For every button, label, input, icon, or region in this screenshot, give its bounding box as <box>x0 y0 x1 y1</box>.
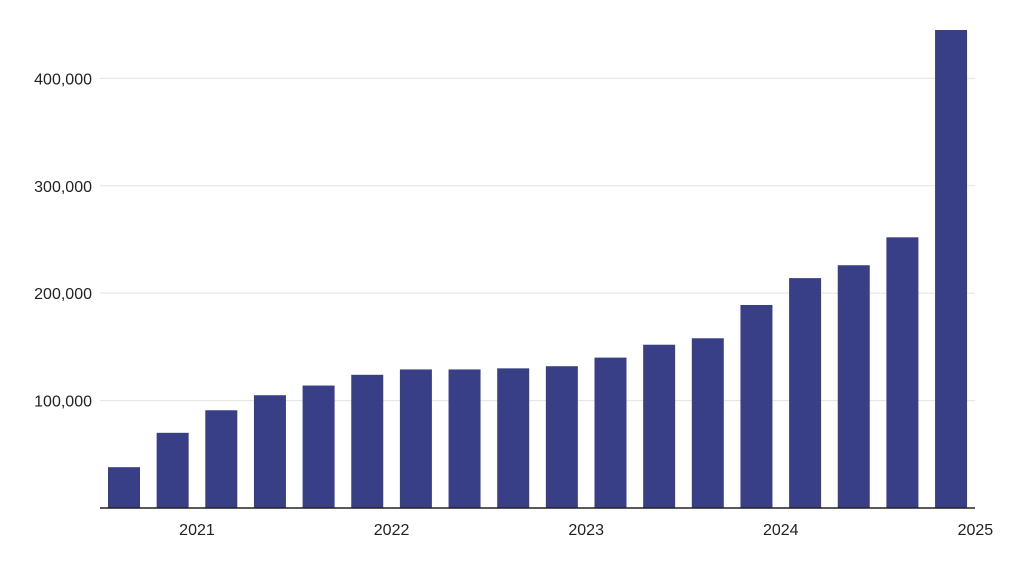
bar <box>108 467 140 508</box>
y-tick-label: 400,000 <box>34 71 92 88</box>
bar <box>837 265 870 508</box>
bars <box>108 30 968 508</box>
x-tick-labels: 2021 2022 2023 2024 2025 <box>179 522 993 539</box>
bar <box>545 366 578 508</box>
bar <box>156 432 189 508</box>
y-tick-labels: 100,000 200,000 300,000 400,000 <box>34 71 92 410</box>
bar <box>886 237 919 508</box>
bar <box>643 344 676 508</box>
bar <box>302 385 335 508</box>
bar <box>205 410 238 508</box>
bar <box>740 304 773 508</box>
y-tick-label: 200,000 <box>34 286 92 303</box>
x-tick-label: 2021 <box>179 522 215 539</box>
bar <box>935 30 968 508</box>
grid-lines <box>100 77 975 402</box>
x-tick-label: 2023 <box>568 522 604 539</box>
bar <box>253 395 286 508</box>
bar <box>594 357 627 508</box>
x-tick-label: 2022 <box>374 522 410 539</box>
x-tick-label: 2025 <box>958 522 994 539</box>
y-tick-label: 300,000 <box>34 179 92 196</box>
bar <box>399 369 432 508</box>
y-tick-label: 100,000 <box>34 394 92 411</box>
x-tick-label: 2024 <box>763 522 799 539</box>
bar <box>691 338 724 508</box>
bar <box>497 368 530 508</box>
bar <box>351 374 384 508</box>
bar <box>789 278 822 508</box>
bar <box>448 369 481 508</box>
